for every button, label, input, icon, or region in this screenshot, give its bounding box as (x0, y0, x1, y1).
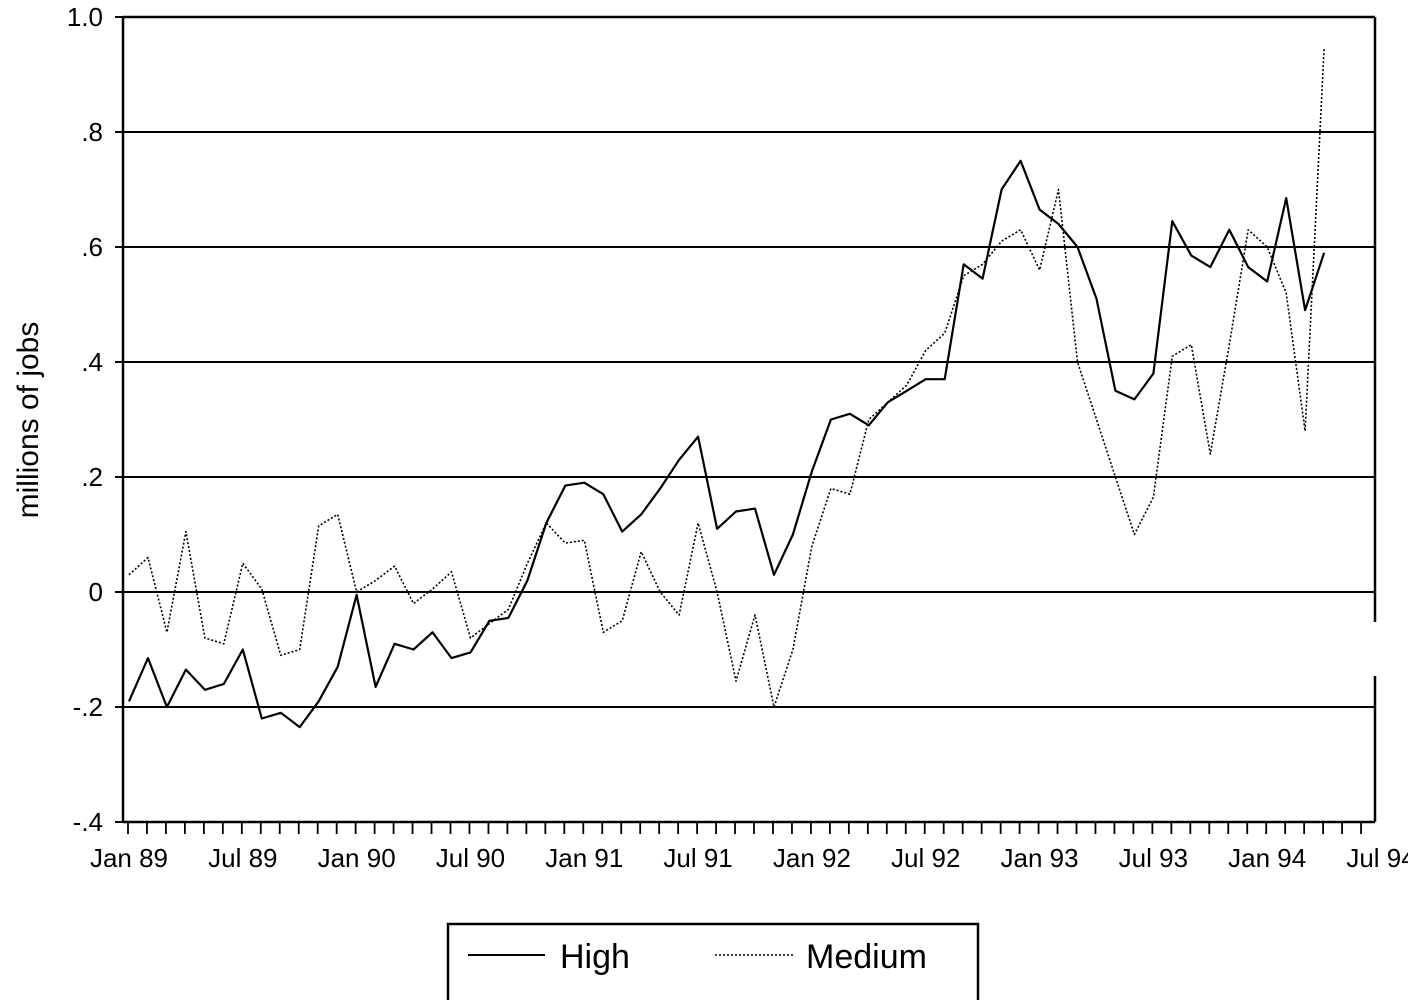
x-tick-label: Jan 91 (545, 843, 623, 873)
x-tick-label: Jul 90 (436, 843, 505, 873)
x-tick-label: Jul 93 (1119, 843, 1188, 873)
tick-labels: 1.0 .8 .6 .4 .2 0 -.2 -.4 Jan 89 Jul 89 Jan 90 Jul … (67, 2, 1408, 873)
series-line-high (127, 159, 1326, 729)
y-axis-title: millions of jobs (12, 322, 45, 519)
x-tick-label: Jan 89 (90, 843, 168, 873)
x-tick-label: Jan 93 (1001, 843, 1079, 873)
x-tick-label: Jan 90 (318, 843, 396, 873)
legend-box (446, 922, 980, 1000)
y-tick-label: 0 (89, 577, 103, 607)
grid-lines (123, 131, 1375, 708)
axes (115, 15, 1377, 834)
legend-label-high: High (560, 938, 630, 976)
series-line-medium (128, 48, 1325, 708)
legend: High Medium (446, 922, 980, 1000)
legend-label-medium: Medium (806, 938, 927, 976)
x-tick-label: Jan 92 (773, 843, 851, 873)
y-tick-label: .4 (81, 347, 103, 377)
y-tick-label: -.2 (73, 692, 103, 722)
y-tick-label: .2 (81, 462, 103, 492)
y-tick-label: 1.0 (67, 2, 103, 32)
x-tick-label: Jul 92 (891, 843, 960, 873)
y-tick-label: -.4 (73, 807, 103, 837)
x-tick-label: Jan 94 (1228, 843, 1306, 873)
x-tick-label: Jul 89 (208, 843, 277, 873)
y-tick-label: .8 (81, 117, 103, 147)
x-tick-label: Jul 91 (663, 843, 732, 873)
series-lines (127, 48, 1326, 729)
x-tick-label: Jul 94 (1346, 843, 1408, 873)
y-tick-label: .6 (81, 232, 103, 262)
